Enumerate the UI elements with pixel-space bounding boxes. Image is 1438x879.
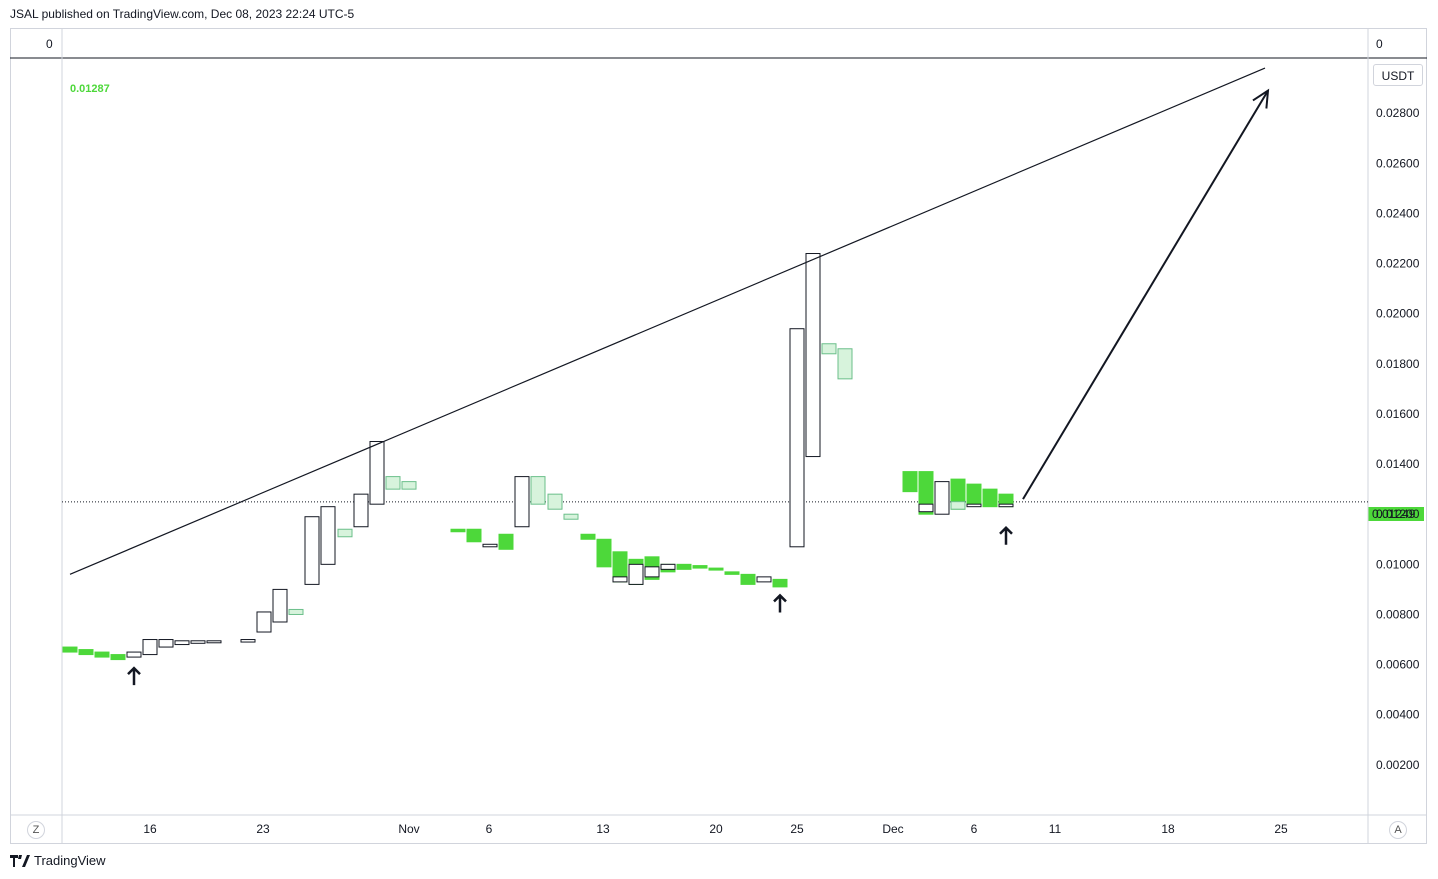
candle [757, 577, 771, 582]
up-arrow-icon [128, 668, 140, 685]
x-tick-label: 20 [709, 822, 723, 836]
candle [709, 568, 723, 570]
candle [175, 641, 189, 645]
x-tick-label: 16 [143, 822, 157, 836]
x-tick-label: 6 [971, 822, 978, 836]
candle [999, 504, 1013, 507]
y-tick-label: 0.00800 [1376, 607, 1420, 621]
candle [613, 577, 627, 582]
candle [338, 529, 352, 537]
y-tick-label: 0.02200 [1376, 257, 1420, 271]
y-tick-label: 0.02600 [1376, 156, 1420, 170]
candle [967, 504, 981, 507]
candle [483, 544, 497, 547]
candle [370, 442, 384, 505]
y-tick-label: 0.01200 [1376, 507, 1420, 521]
candle [951, 502, 965, 510]
candle [531, 477, 545, 505]
candle [451, 529, 465, 532]
x-tick-label: 23 [256, 822, 270, 836]
candle [127, 652, 141, 657]
y-tick-label: 0.01000 [1376, 557, 1420, 571]
candle [143, 640, 157, 655]
candle [967, 484, 981, 504]
candle [402, 482, 416, 490]
y-tick-label: 0.02800 [1376, 106, 1420, 120]
x-tick-label: 25 [790, 822, 804, 836]
candle [191, 641, 205, 644]
candle [935, 482, 949, 515]
candle [725, 572, 739, 575]
candle [305, 517, 319, 585]
y-tick-label: 0.00600 [1376, 658, 1420, 672]
candle [645, 567, 659, 577]
candle [903, 472, 917, 492]
candle [661, 564, 675, 569]
candle [822, 344, 836, 354]
projection-arrow-line [1023, 91, 1268, 500]
candle [919, 504, 933, 512]
candle [773, 579, 787, 587]
candle [515, 477, 529, 527]
footer-brand: TradingView [10, 853, 106, 868]
candle [806, 254, 820, 457]
candle [564, 514, 578, 519]
candle [548, 494, 562, 509]
y-tick-label: 0.00200 [1376, 758, 1420, 772]
candle [159, 640, 173, 648]
resistance-trendline [70, 68, 1265, 574]
up-arrow-icon [774, 595, 786, 612]
candle [983, 489, 997, 507]
y-tick-label: 0.01600 [1376, 407, 1420, 421]
candle [467, 529, 481, 542]
y-tick-label: 0.02000 [1376, 307, 1420, 321]
candle [629, 564, 643, 584]
y-tick-label: 0.01800 [1376, 357, 1420, 371]
footer-brand-label: TradingView [34, 853, 106, 868]
x-tick-label: 13 [596, 822, 610, 836]
candle [207, 641, 221, 643]
candle [289, 609, 303, 614]
candle [321, 507, 335, 565]
candle [241, 640, 255, 643]
x-tick-label: Nov [398, 822, 419, 836]
candle [79, 650, 93, 655]
candle [273, 589, 287, 622]
candle [693, 566, 707, 569]
y-tick-label: 0.00400 [1376, 708, 1420, 722]
candle [63, 647, 77, 652]
candle [790, 329, 804, 547]
candle [499, 534, 513, 549]
candle [354, 494, 368, 527]
candle [581, 534, 595, 539]
candle [597, 539, 611, 567]
candle [95, 652, 109, 657]
candle [386, 477, 400, 490]
x-tick-label: Dec [882, 822, 903, 836]
tradingview-logo-icon [10, 855, 30, 867]
up-arrow-icon [1000, 528, 1012, 545]
x-tick-label: 11 [1049, 822, 1062, 836]
candle [838, 349, 852, 379]
x-tick-label: 6 [486, 822, 493, 836]
x-tick-label: 18 [1161, 822, 1175, 836]
y-tick-label: 0.02400 [1376, 206, 1420, 220]
candle [257, 612, 271, 632]
candle [741, 574, 755, 584]
candle [677, 564, 691, 569]
y-tick-label: 0.01400 [1376, 457, 1420, 471]
candle [111, 655, 125, 660]
x-tick-label: 25 [1274, 822, 1288, 836]
